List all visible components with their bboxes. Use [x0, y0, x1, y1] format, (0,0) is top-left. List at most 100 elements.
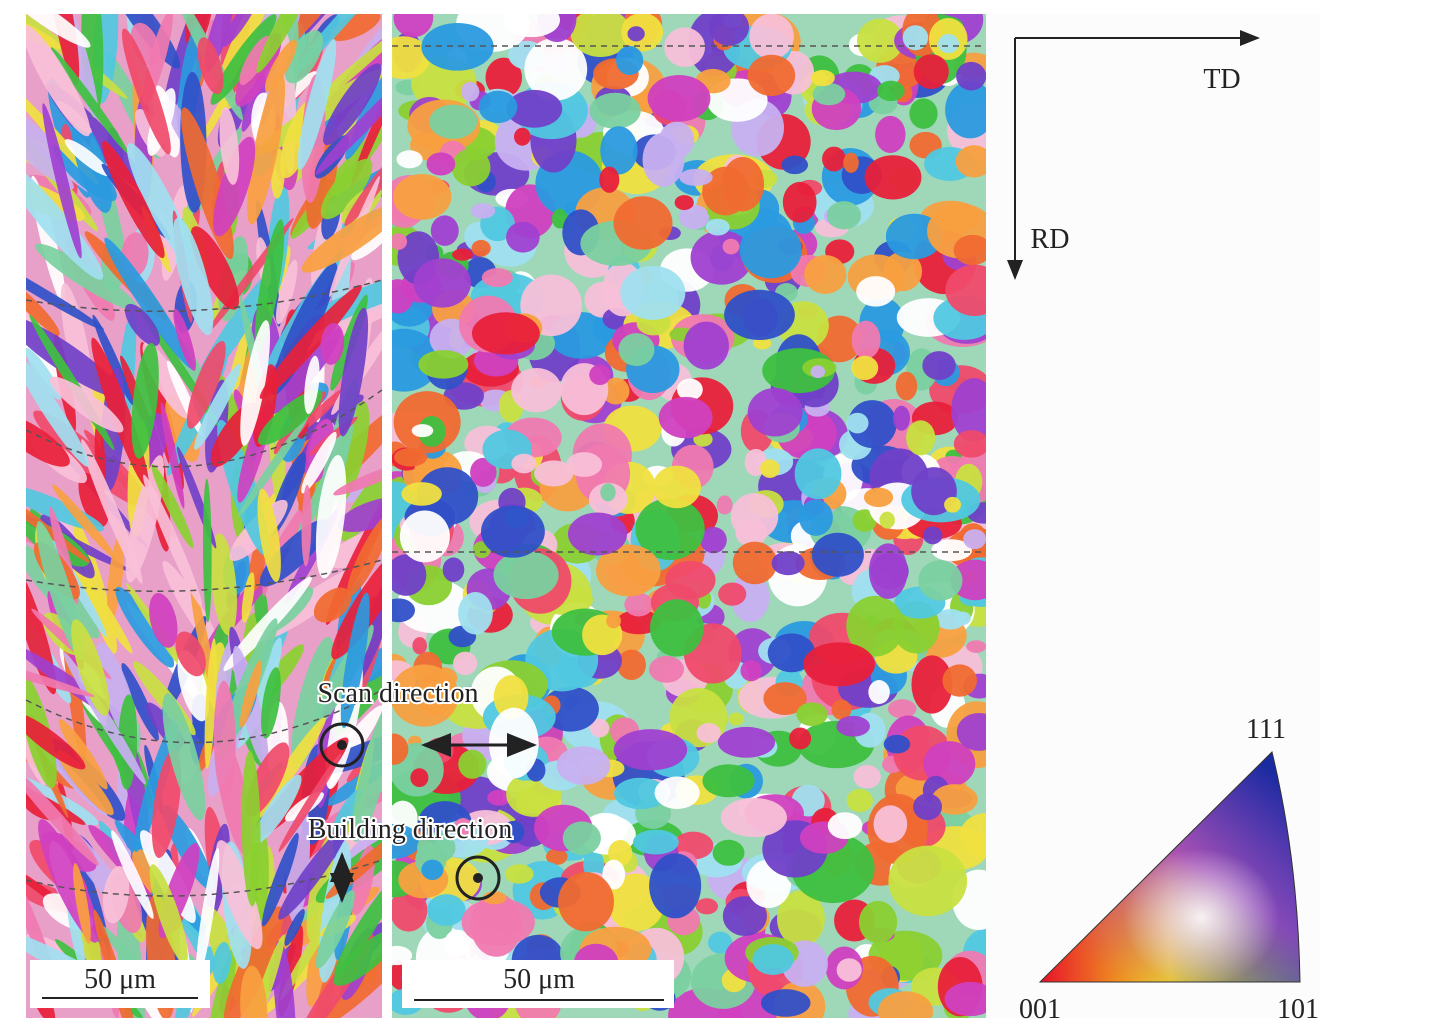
grain	[194, 363, 241, 450]
grain	[278, 753, 342, 852]
out-of-plane-circle	[319, 722, 365, 768]
grain	[262, 832, 299, 927]
grain	[26, 280, 60, 336]
grain	[73, 863, 91, 944]
grain	[716, 495, 733, 515]
grain	[421, 859, 444, 881]
grain	[240, 320, 271, 446]
scale-bar-label: 50 μm	[503, 964, 575, 995]
grain	[256, 14, 319, 73]
grain	[771, 551, 805, 576]
grain	[717, 726, 776, 758]
grain	[963, 529, 986, 550]
out-of-plane-circle	[455, 855, 501, 901]
grain	[71, 619, 110, 716]
grain	[291, 636, 334, 768]
grain	[616, 609, 662, 635]
grain	[337, 496, 382, 533]
grain	[707, 931, 733, 954]
grain	[261, 667, 281, 739]
grain	[197, 37, 224, 95]
grain	[131, 342, 159, 459]
grain	[418, 350, 469, 379]
grain	[956, 712, 986, 751]
grain	[410, 768, 429, 788]
grain	[846, 412, 869, 434]
grain	[204, 948, 237, 1018]
grain	[777, 890, 825, 947]
grain	[627, 26, 645, 42]
grain	[955, 145, 986, 178]
ipf-triangle	[1038, 751, 1301, 983]
grain	[212, 942, 232, 984]
out-of-plane-dot	[337, 740, 347, 750]
grain	[222, 14, 263, 47]
ipf-label: 101	[1277, 994, 1319, 1025]
grain	[254, 219, 285, 353]
grain	[722, 238, 740, 255]
grain	[846, 788, 873, 813]
grain	[887, 699, 917, 719]
grain	[613, 196, 673, 250]
grain	[241, 750, 261, 907]
grain	[241, 572, 255, 623]
grain	[722, 896, 767, 937]
grain	[812, 82, 846, 106]
grain	[846, 595, 904, 657]
grain	[453, 818, 474, 839]
grain	[315, 455, 347, 579]
grain	[740, 660, 762, 682]
grain	[763, 682, 807, 716]
grain	[724, 289, 795, 341]
grain	[712, 839, 745, 866]
grain	[511, 367, 562, 413]
grain	[858, 900, 898, 944]
grain	[238, 413, 310, 517]
grain	[51, 47, 129, 154]
grain	[333, 928, 382, 986]
grain	[26, 764, 99, 866]
grain	[600, 483, 616, 502]
grain	[332, 788, 363, 834]
grain	[923, 741, 976, 787]
grain	[442, 557, 465, 582]
grain	[392, 824, 421, 859]
grain	[26, 712, 86, 770]
grain	[278, 826, 348, 920]
grain	[333, 461, 382, 496]
grain	[960, 813, 986, 858]
grain	[26, 347, 61, 400]
grain	[826, 201, 862, 230]
grain	[461, 81, 480, 102]
grain	[647, 74, 711, 122]
grain	[879, 511, 895, 529]
grain	[239, 35, 271, 85]
grain	[392, 233, 408, 250]
grain	[63, 652, 146, 785]
grain	[599, 166, 620, 193]
grain	[239, 660, 262, 728]
grain	[649, 853, 702, 919]
grain	[458, 591, 493, 635]
grain	[107, 534, 124, 621]
grain	[451, 148, 491, 187]
grain	[649, 655, 685, 683]
out-of-plane-dot	[473, 873, 483, 883]
grain	[966, 640, 986, 653]
grain	[749, 14, 794, 60]
grain	[396, 150, 423, 169]
grain	[313, 587, 352, 623]
grain	[654, 776, 700, 810]
grain	[906, 420, 936, 456]
grain	[695, 898, 719, 915]
grain	[909, 98, 938, 129]
grain	[856, 18, 904, 63]
grain	[202, 478, 212, 623]
grain	[642, 132, 685, 187]
axis-label: TD	[1203, 64, 1240, 95]
grain	[810, 365, 826, 379]
grain	[190, 226, 240, 310]
grain	[416, 467, 479, 526]
grain	[760, 989, 811, 1017]
grain	[320, 158, 373, 220]
